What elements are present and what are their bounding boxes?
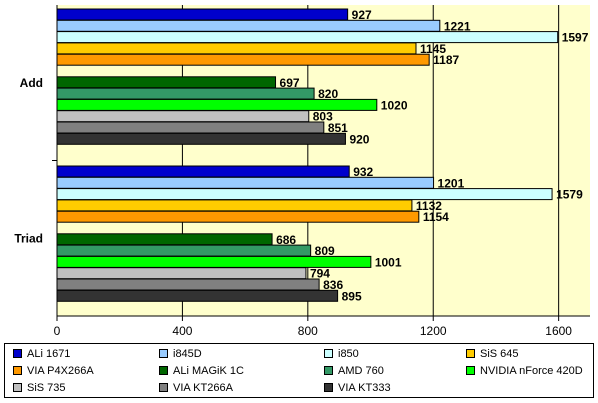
data-label: 1201 (438, 176, 465, 190)
data-label: 920 (349, 132, 369, 146)
data-label: 1154 (423, 210, 449, 224)
bar-triad-6 (56, 244, 312, 257)
bar-triad-1 (56, 176, 435, 189)
legend-label: i845D (173, 347, 202, 360)
legend-item: SiS 735 (13, 380, 66, 395)
data-label: 809 (315, 244, 335, 258)
legend-label: VIA KT266A (173, 381, 233, 394)
data-label: 820 (318, 87, 338, 101)
x-tick-label: 1600 (545, 324, 572, 338)
data-label: 836 (323, 278, 343, 292)
data-label: 1020 (381, 98, 408, 112)
legend-item: VIA P4X266A (13, 363, 94, 378)
x-axis-ticks: 0 400 800 1200 1600 (54, 316, 572, 338)
data-label: 1221 (444, 19, 471, 33)
bar-triad-2 (56, 188, 553, 201)
bar-triad-9 (56, 278, 320, 291)
bar-add-10 (56, 132, 346, 145)
legend-swatch (13, 349, 22, 358)
data-label: 1597 (562, 31, 589, 45)
legend-swatch (13, 383, 22, 392)
legend-label: ALi MAGiK 1C (173, 364, 244, 377)
bar-triad-0 (56, 165, 350, 178)
legend-item: i845D (159, 346, 202, 361)
data-label: 1132 (416, 199, 442, 213)
data-label: 927 (352, 8, 372, 22)
legend-item: VIA KT333 (324, 380, 391, 395)
bar-triad-4 (56, 210, 420, 223)
bar-triad-5 (56, 233, 273, 246)
data-label: 686 (276, 233, 296, 247)
legend-swatch (466, 349, 475, 358)
bar-add-4 (56, 53, 430, 66)
category-labels: Add Triad (14, 76, 43, 246)
legend-item: ALi 1671 (13, 346, 70, 361)
legend-item: VIA KT266A (159, 380, 233, 395)
data-label: 932 (353, 165, 373, 179)
data-label: 1579 (556, 188, 583, 202)
legend: ALi 1671 i845D i850 SiS 645 VIA P4X266A ALi M… (4, 343, 594, 398)
legend-label: AMD 760 (338, 364, 384, 377)
bar-add-3 (56, 42, 417, 55)
legend-item: AMD 760 (324, 363, 384, 378)
legend-item: i850 (324, 346, 359, 361)
data-label: 851 (328, 121, 348, 135)
legend-swatch (324, 366, 333, 375)
data-label: 895 (342, 289, 362, 303)
data-label: 1001 (375, 255, 402, 269)
category-label-triad: Triad (14, 231, 43, 245)
bar-triad-3 (56, 199, 413, 212)
bar-add-1 (56, 19, 441, 32)
bar-add-8 (56, 110, 310, 123)
legend-swatch (159, 349, 168, 358)
category-label-add: Add (20, 76, 43, 90)
bar-triad-10 (56, 289, 339, 302)
legend-label: i850 (338, 347, 359, 360)
bar-triad-8 (56, 267, 307, 280)
bar-add-6 (56, 87, 315, 100)
data-label: 1187 (433, 53, 459, 67)
legend-label: VIA KT333 (338, 381, 391, 394)
legend-label: ALi 1671 (27, 347, 71, 360)
legend-item: SiS 645 (466, 346, 519, 361)
x-tick-label: 800 (298, 324, 318, 338)
bar-add-0 (56, 8, 349, 21)
x-tick-label: 1200 (420, 324, 447, 338)
legend-swatch (159, 383, 168, 392)
legend-label: SiS 735 (27, 381, 66, 394)
legend-label: SiS 645 (480, 347, 519, 360)
legend-swatch (13, 366, 22, 375)
bar-add-9 (56, 121, 325, 134)
bar-add-5 (56, 76, 277, 89)
axes (52, 5, 590, 321)
legend-swatch (159, 366, 168, 375)
bar-add-2 (56, 31, 559, 44)
data-label: 794 (310, 267, 330, 281)
legend-label: VIA P4X266A (27, 364, 94, 377)
legend-swatch (466, 366, 475, 375)
data-label: 1145 (420, 42, 446, 56)
legend-item: NVIDIA nForce 420D (466, 363, 583, 378)
data-label: 803 (313, 110, 333, 124)
x-tick-label: 400 (172, 324, 192, 338)
data-label: 697 (280, 76, 300, 90)
legend-swatch (324, 383, 333, 392)
legend-item: ALi MAGiK 1C (159, 363, 244, 378)
legend-label: NVIDIA nForce 420D (480, 364, 583, 377)
x-tick-label: 0 (54, 324, 61, 338)
legend-swatch (324, 349, 333, 358)
